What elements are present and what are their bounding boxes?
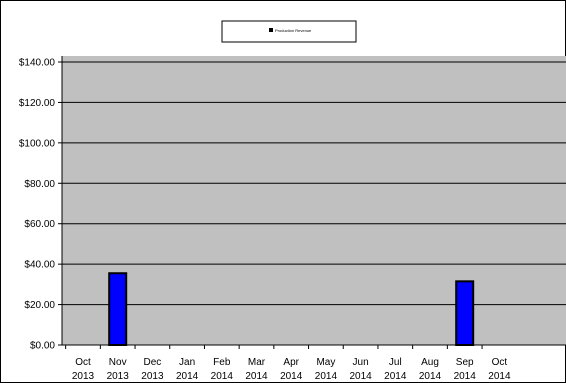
x-tick-label-month: May [316, 357, 335, 368]
x-tick-label-month: Oct [75, 357, 91, 368]
x-tick-label-year: 2014 [488, 371, 511, 382]
plot-area [62, 56, 566, 345]
legend-swatch [269, 28, 273, 32]
x-tick-label-year: 2014 [454, 371, 477, 382]
gridlines [62, 61, 566, 306]
x-tick-label-year: 2013 [141, 371, 164, 382]
y-tick-label: $120.00 [19, 98, 56, 109]
x-tick-label-month: Mar [248, 357, 266, 368]
x-tick-label-year: 2014 [245, 371, 268, 382]
x-tick-label-month: Sep [456, 357, 474, 368]
x-axis-ticks: Oct 2013 Nov 2013 Dec 2013 Jan 2014 Feb 2014 Mar 20… [65, 345, 511, 382]
x-tick-label-year: 2014 [419, 371, 442, 382]
y-tick-label: $80.00 [24, 179, 55, 190]
legend-box [221, 20, 357, 43]
x-tick-label-month: Jan [179, 357, 195, 368]
x-tick-label-month: Oct [492, 357, 508, 368]
x-tick-label-month: Aug [421, 357, 439, 368]
x-tick-label-month: Jun [353, 357, 369, 368]
x-tick-label-month: Nov [109, 357, 127, 368]
x-tick-label-month: Jul [389, 357, 402, 368]
bar [108, 272, 128, 346]
x-tick-label-year: 2014 [384, 371, 407, 382]
y-axis-ticks: $0.00 $20.00 $40.00 $60.00 $80.00 $100.00 $120… [19, 58, 62, 352]
y-tick-label: $140.00 [19, 58, 56, 69]
x-tick-label-year: 2013 [72, 371, 95, 382]
x-tick-label-year: 2014 [211, 371, 234, 382]
y-tick-label: $60.00 [24, 219, 55, 230]
x-tick-label-year: 2014 [315, 371, 338, 382]
bar [455, 280, 475, 347]
x-tick-label-month: Feb [213, 357, 231, 368]
y-tick-label: $40.00 [24, 260, 55, 271]
x-tick-label-month: Apr [283, 357, 299, 368]
legend: Production Revenue [221, 20, 357, 43]
y-tick-label: $0.00 [30, 341, 55, 352]
x-tick-label-year: 2013 [107, 371, 130, 382]
y-tick-label: $20.00 [24, 300, 55, 311]
x-tick-label-year: 2014 [349, 371, 372, 382]
x-tick-label-year: 2014 [280, 371, 303, 382]
x-tick-label-month: Dec [144, 357, 162, 368]
y-tick-label: $100.00 [19, 138, 56, 149]
x-tick-label-year: 2014 [176, 371, 199, 382]
legend-label: Production Revenue [275, 28, 312, 33]
